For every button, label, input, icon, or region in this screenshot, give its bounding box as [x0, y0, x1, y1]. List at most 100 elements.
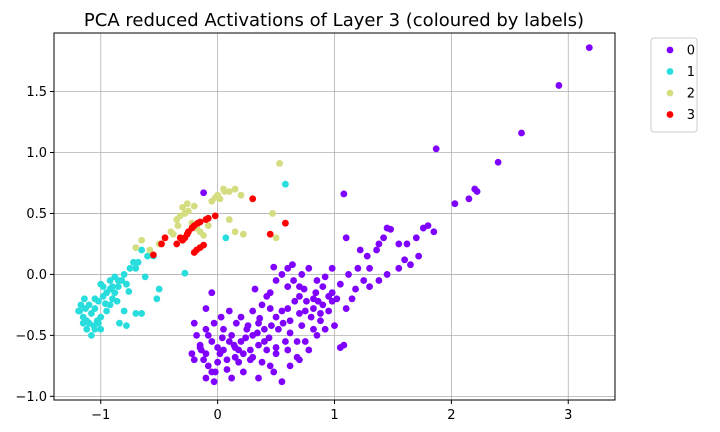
data-point [298, 271, 306, 278]
data-point [269, 210, 276, 217]
data-point [223, 356, 231, 364]
data-point [126, 264, 134, 272]
data-point [270, 263, 278, 271]
data-point [282, 338, 289, 345]
data-point [249, 353, 257, 361]
data-point [321, 273, 329, 281]
data-point [237, 191, 245, 199]
y-tick-label: 0.0 [26, 268, 47, 283]
data-point [232, 319, 240, 327]
data-point [260, 325, 268, 333]
data-point [432, 145, 440, 153]
data-point [190, 356, 198, 364]
data-point [289, 261, 296, 269]
series-3 [149, 195, 289, 259]
data-point [401, 256, 409, 264]
data-point [363, 252, 371, 260]
data-point [328, 297, 336, 305]
data-point [312, 289, 320, 297]
data-point [120, 271, 128, 278]
data-point [291, 297, 299, 305]
data-point [242, 334, 250, 342]
data-point [317, 317, 324, 325]
data-point [202, 350, 210, 358]
grid [54, 33, 615, 400]
data-points [75, 44, 593, 386]
data-point [494, 158, 502, 166]
legend-label: 1 [687, 65, 695, 80]
data-point [214, 344, 222, 351]
data-point [317, 310, 324, 317]
data-point [366, 283, 373, 291]
data-point [97, 280, 105, 288]
data-point [272, 350, 280, 358]
data-point [82, 305, 89, 312]
x-tick-label: 2 [447, 408, 455, 423]
data-point [194, 219, 202, 227]
data-point [169, 230, 177, 238]
data-point [342, 234, 350, 242]
data-point [190, 319, 198, 327]
data-point [90, 322, 98, 330]
data-point [313, 331, 321, 339]
data-point [208, 368, 216, 376]
data-point [237, 338, 245, 345]
data-point [183, 230, 191, 238]
data-point [375, 277, 383, 284]
data-point [193, 246, 200, 254]
data-point [202, 305, 210, 312]
data-point [336, 280, 344, 288]
data-point [211, 212, 219, 220]
data-point [585, 44, 593, 52]
data-point [120, 307, 128, 315]
data-point [228, 374, 236, 382]
data-point [103, 307, 110, 315]
data-point [321, 325, 329, 333]
data-point [249, 307, 257, 315]
data-point [293, 353, 301, 361]
chart-title: PCA reduced Activations of Layer 3 (colo… [84, 10, 584, 31]
data-point [155, 285, 163, 293]
data-point [342, 305, 350, 312]
data-point [88, 331, 95, 339]
data-point [204, 222, 212, 230]
data-point [161, 234, 169, 242]
data-point [430, 228, 438, 236]
data-point [200, 231, 208, 239]
data-point [231, 185, 239, 193]
data-point [77, 301, 85, 309]
data-point [296, 310, 303, 317]
data-point [149, 251, 157, 259]
data-point [204, 331, 212, 339]
data-point [354, 264, 362, 272]
data-point [97, 325, 105, 333]
data-point [228, 331, 236, 339]
data-point [91, 305, 99, 312]
data-point [114, 277, 122, 284]
data-point [319, 301, 327, 309]
y-tick-label: −0.5 [15, 329, 47, 344]
data-point [276, 160, 283, 167]
data-point [223, 366, 231, 373]
data-point [270, 368, 278, 376]
data-point [138, 236, 146, 244]
data-point [208, 289, 216, 297]
data-point [465, 195, 473, 203]
data-point [251, 285, 259, 293]
data-point [246, 346, 254, 354]
data-point [88, 310, 95, 317]
data-point [267, 322, 275, 330]
data-point [286, 329, 294, 337]
data-point [102, 300, 109, 308]
data-point [301, 338, 309, 345]
data-point [266, 362, 274, 370]
data-point [258, 358, 266, 366]
data-point [225, 338, 233, 345]
data-point [230, 341, 238, 349]
legend-frame [650, 37, 698, 133]
data-point [221, 188, 229, 195]
data-point [253, 329, 261, 337]
data-point [174, 222, 182, 230]
data-point [183, 200, 191, 208]
